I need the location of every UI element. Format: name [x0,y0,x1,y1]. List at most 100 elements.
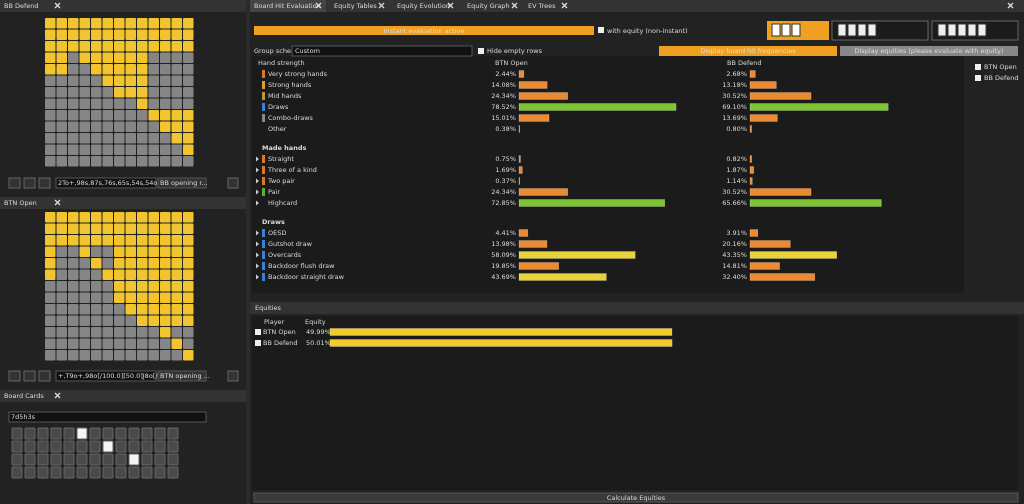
card[interactable] [63,453,75,466]
range-cell[interactable] [68,52,79,64]
range-cell[interactable] [125,133,137,144]
range-cell[interactable] [137,87,148,98]
range-cell[interactable] [137,223,148,235]
range-cell[interactable] [102,235,114,246]
tool-button[interactable] [8,370,21,382]
range-cell[interactable] [68,41,79,52]
range-cell[interactable] [68,338,79,350]
card[interactable] [128,453,140,466]
range-cell[interactable] [79,350,91,361]
range-cell[interactable] [56,133,68,144]
tool-button[interactable] [8,177,21,189]
expander[interactable] [256,252,259,258]
range-cell[interactable] [102,52,114,64]
range-cell[interactable] [148,18,160,29]
range-cell[interactable] [171,41,183,52]
range-cell[interactable] [148,338,160,350]
range-cell[interactable] [125,223,137,235]
range-cell[interactable] [45,64,56,75]
tab[interactable]: Equity Graph [467,2,510,10]
range-cell[interactable] [68,87,79,98]
range-cell[interactable] [148,156,160,167]
range-cell[interactable] [56,327,68,338]
card[interactable] [167,427,179,440]
card[interactable] [50,453,62,466]
range-cell[interactable] [56,52,68,64]
range-cell[interactable] [102,350,114,361]
card[interactable] [102,440,114,453]
checkbox[interactable] [478,48,484,54]
range-cell[interactable] [79,235,91,246]
card[interactable] [167,440,179,453]
card[interactable] [115,466,127,479]
mini-card[interactable] [967,23,977,37]
range-cell[interactable] [102,133,114,144]
range-cell[interactable] [137,327,148,338]
card[interactable] [89,427,101,440]
range-cell[interactable] [91,87,102,98]
range-cell[interactable] [56,304,68,315]
range-cell[interactable] [114,223,125,235]
range-cell[interactable] [171,52,183,64]
range-cell[interactable] [160,212,171,223]
range-cell[interactable] [160,52,171,64]
range-cell[interactable] [114,18,125,29]
range-cell[interactable] [102,41,114,52]
range-cell[interactable] [148,29,160,41]
card[interactable] [141,466,153,479]
range-cell[interactable] [171,235,183,246]
range-cell[interactable] [56,18,68,29]
range-cell[interactable] [148,133,160,144]
range-cell[interactable] [79,246,91,258]
range-cell[interactable] [56,235,68,246]
range-cell[interactable] [137,98,148,110]
card[interactable] [24,427,36,440]
range-cell[interactable] [114,41,125,52]
card[interactable] [141,453,153,466]
range-cell[interactable] [79,144,91,156]
range-cell[interactable] [56,64,68,75]
range-cell[interactable] [68,110,79,121]
range-cell[interactable] [45,350,56,361]
range-cell[interactable] [56,29,68,41]
card[interactable] [76,440,88,453]
close-icon[interactable] [511,2,518,9]
checkbox[interactable] [975,64,981,70]
range-cell[interactable] [79,110,91,121]
mini-card[interactable] [781,23,791,37]
mini-card[interactable] [837,23,847,37]
range-cell[interactable] [137,292,148,304]
range-cell[interactable] [148,64,160,75]
range-cell[interactable] [91,41,102,52]
range-cell[interactable] [183,338,194,350]
range-input[interactable] [55,177,157,189]
button[interactable] [659,46,837,56]
range-cell[interactable] [171,327,183,338]
close-icon[interactable] [315,2,322,9]
range-cell[interactable] [125,75,137,87]
range-cell[interactable] [91,156,102,167]
range-cell[interactable] [91,269,102,281]
mini-card[interactable] [977,23,987,37]
range-cell[interactable] [183,246,194,258]
card[interactable] [37,440,49,453]
range-cell[interactable] [160,133,171,144]
range-cell[interactable] [148,41,160,52]
card[interactable] [37,427,49,440]
range-cell[interactable] [68,315,79,327]
range-cell[interactable] [79,98,91,110]
range-cell[interactable] [91,338,102,350]
range-cell[interactable] [160,258,171,269]
range-cell[interactable] [114,121,125,133]
range-cell[interactable] [183,156,194,167]
range-cell[interactable] [79,41,91,52]
range-cell[interactable] [68,304,79,315]
range-cell[interactable] [68,235,79,246]
range-cell[interactable] [148,315,160,327]
range-cell[interactable] [56,281,68,292]
tool-button[interactable] [38,177,51,189]
range-cell[interactable] [79,64,91,75]
range-cell[interactable] [148,98,160,110]
range-cell[interactable] [102,212,114,223]
range-cell[interactable] [45,269,56,281]
